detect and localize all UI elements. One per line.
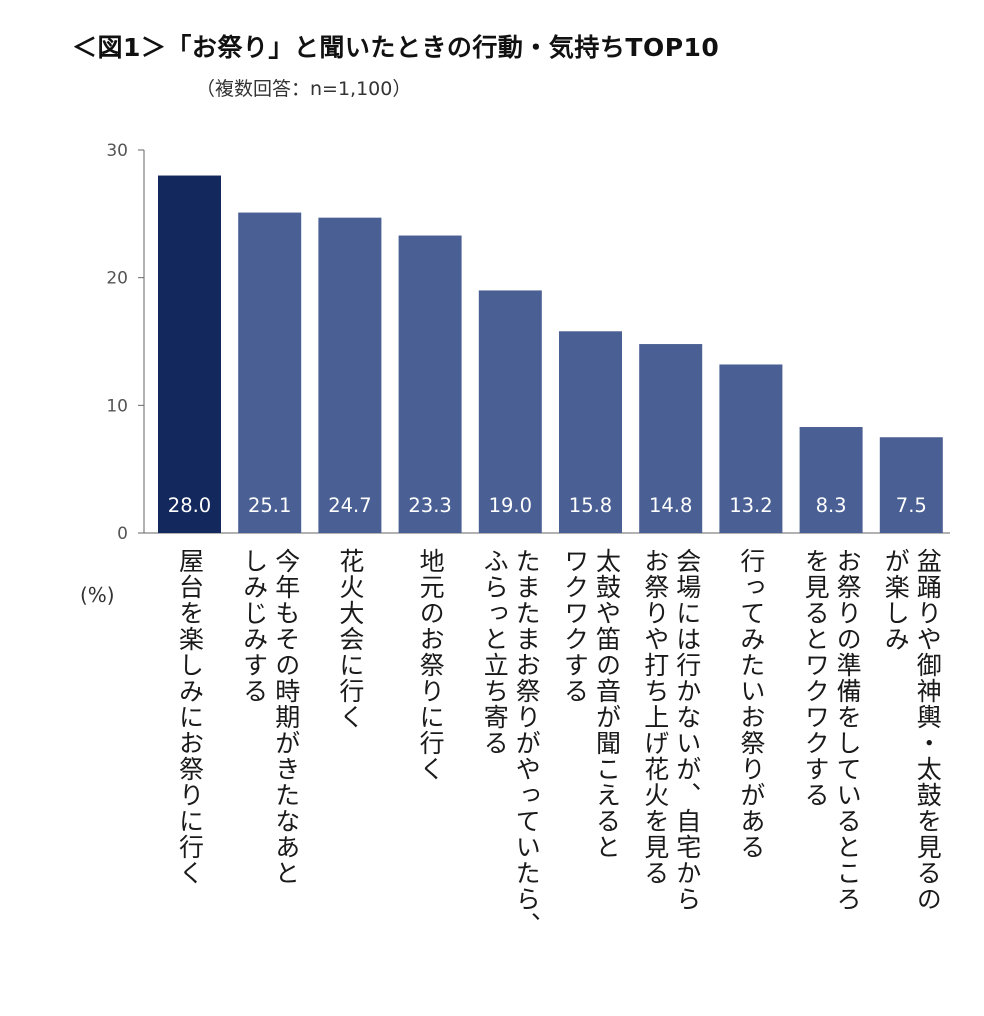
category-label: たまたまお祭りがやっていたら、 ふらっと立ち寄る [480, 548, 542, 938]
category-label: 行ってみたいお祭りがある [736, 548, 766, 860]
bar [879, 437, 943, 533]
bar-value-label: 25.1 [248, 494, 291, 517]
category-label: 太鼓や笛の音が聞こえると ワクワクする [560, 548, 622, 860]
bar [478, 290, 542, 533]
category-label: 今年もその時期がきたなあと しみじみする [239, 548, 301, 886]
bar [719, 364, 783, 533]
category-label: 花火大会に行く [335, 548, 365, 730]
bar [238, 212, 302, 533]
y-tick-label: 10 [106, 396, 128, 416]
bar [799, 427, 863, 533]
category-label: お祭りの準備をしているところ を見るとワクワクする [801, 548, 863, 912]
bar-value-label: 24.7 [328, 494, 371, 517]
chart-title: ＜図1＞「お祭り」と聞いたときの行動・気持ちTOP10 [72, 33, 720, 62]
bar [559, 331, 622, 533]
bar [318, 217, 382, 533]
chart-subtitle: （複数回答：n=1,100） [196, 78, 412, 100]
bar [639, 344, 703, 533]
category-label: 地元のお祭りに行く [416, 548, 446, 782]
category-label: 屋台を楽しみにお祭りに行く [175, 548, 205, 886]
y-tick-label: 0 [117, 524, 128, 544]
bar-value-label: 8.3 [816, 494, 847, 517]
y-axis-unit: (%) [80, 583, 115, 607]
bar-value-label: 28.0 [168, 494, 211, 517]
bar-value-label: 14.8 [649, 494, 692, 517]
bar [158, 175, 221, 534]
category-label: 盆踊りや御神輿・太鼓を見るの が楽しみ [881, 548, 943, 912]
bar-value-label: 15.8 [569, 494, 612, 517]
y-tick-label: 20 [106, 269, 128, 289]
bar-value-label: 13.2 [729, 494, 772, 517]
category-label: 会場には行かないが、自宅から お祭りや打ち上げ花火を見る [640, 548, 702, 912]
bar [398, 235, 462, 533]
bar-value-label: 23.3 [408, 494, 451, 517]
bar-value-label: 7.5 [896, 494, 927, 517]
bar-value-label: 19.0 [489, 494, 532, 517]
y-tick-label: 30 [106, 141, 128, 161]
